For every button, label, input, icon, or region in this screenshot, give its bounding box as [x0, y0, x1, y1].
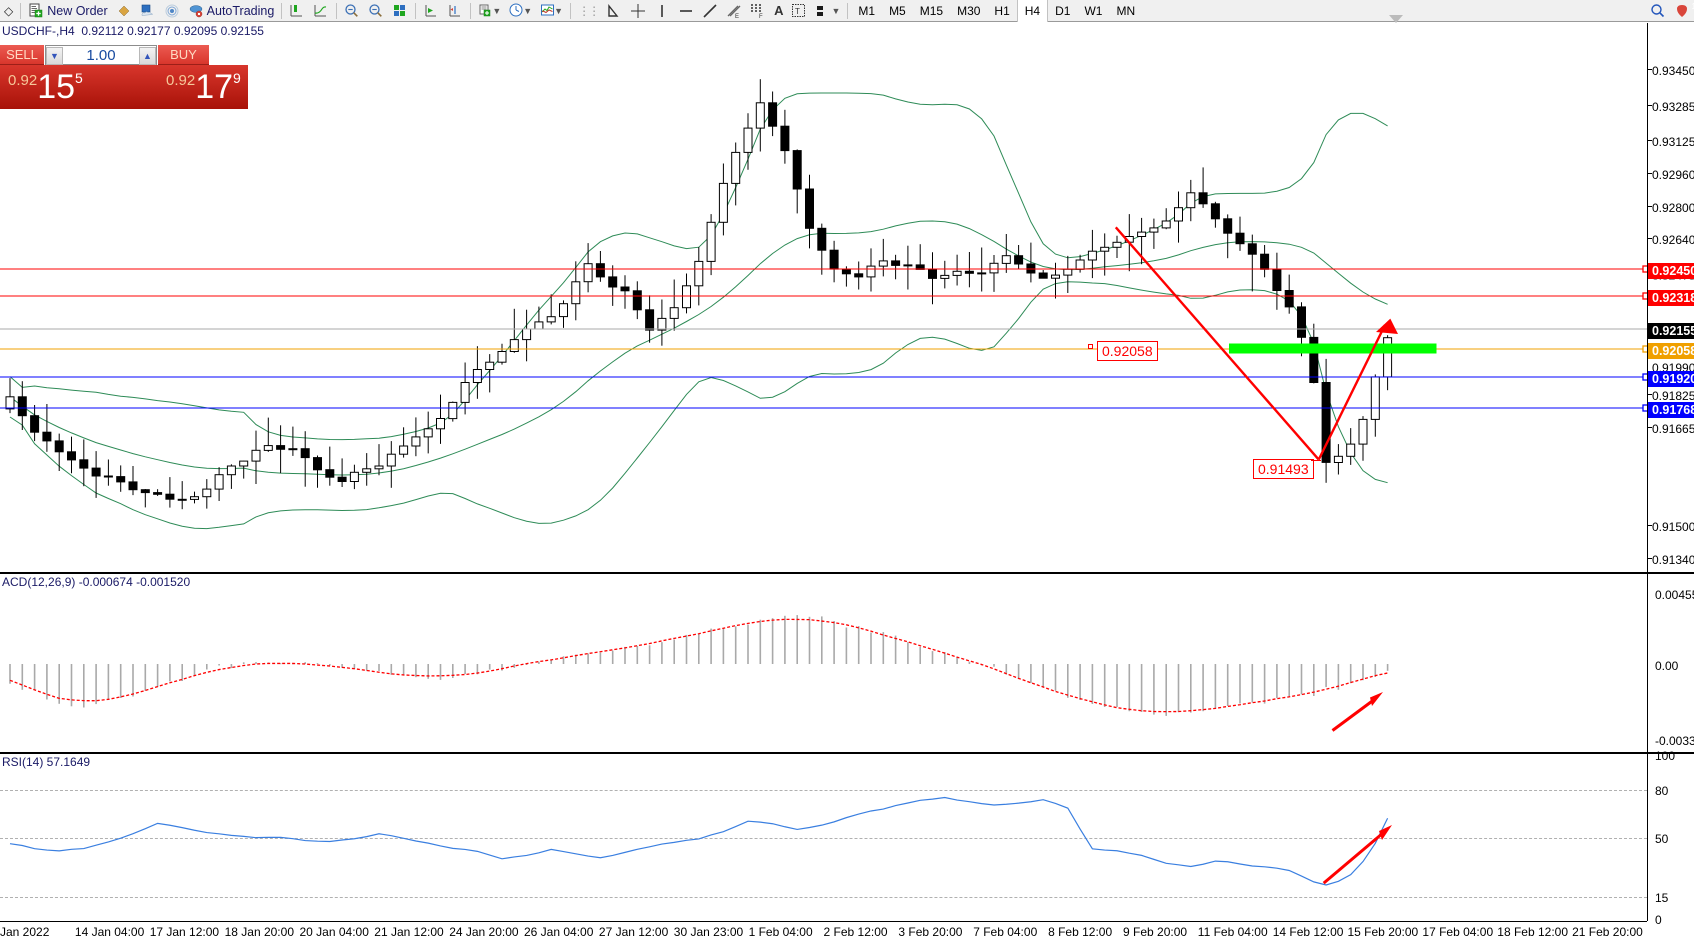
svg-text:T: T: [795, 7, 800, 16]
svg-text:F: F: [759, 14, 763, 19]
svg-text:E: E: [735, 14, 739, 19]
